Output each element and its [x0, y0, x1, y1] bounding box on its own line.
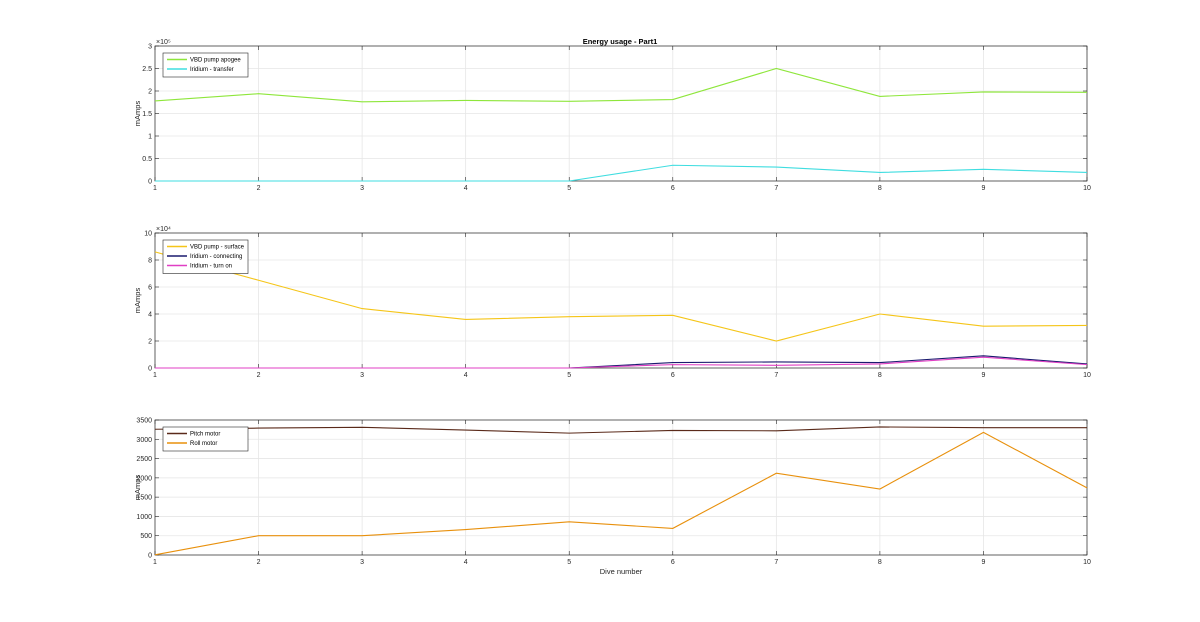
x-tick-label: 4	[464, 372, 468, 379]
y-exponent-label: ×10⁴	[156, 226, 171, 233]
x-tick-label: 7	[774, 559, 778, 566]
y-tick-label: 4	[148, 312, 152, 319]
y-tick-label: 3000	[136, 437, 152, 444]
x-tick-label: 4	[464, 185, 468, 192]
plot-area	[155, 420, 1087, 555]
x-tick-label: 8	[878, 559, 882, 566]
plot-area	[155, 233, 1087, 368]
x-tick-label: 5	[567, 559, 571, 566]
x-tick-label: 5	[567, 372, 571, 379]
x-tick-label: 7	[774, 185, 778, 192]
subplot-3: 1 2 3 4 5 6 7 8 9 10 0 500 1000 1500 2000 2500 3000 3500 m…	[133, 418, 1091, 577]
series-line-pitch-motor	[154, 426, 1087, 434]
y-axis-label: mAmps	[133, 475, 142, 501]
x-tick-label: 10	[1083, 372, 1091, 379]
x-tick-label: 3	[360, 185, 364, 192]
y-tick-label: 2	[148, 339, 152, 346]
legend-box	[162, 52, 249, 78]
legend-entry: Iridium - turn on	[190, 264, 232, 270]
y-tick-label: 10	[144, 231, 152, 238]
x-tick-label: 9	[981, 372, 985, 379]
figure-title: Energy usage - Part1	[583, 37, 658, 46]
y-tick-label: 1000	[136, 514, 152, 521]
y-tick-label: 0	[148, 366, 152, 373]
legend: VBD pump apogee Iridium - transfer	[162, 52, 249, 78]
x-tick-label: 6	[671, 372, 675, 379]
legend-entry: VBD pump - surface	[190, 245, 245, 251]
y-tick-label: 1.5	[142, 111, 152, 118]
subplot-1: 1 2 3 4 5 6 7 8 9 10 0 0.5 1 1.5 2 2.5 3 ×10⁵ mAmps VBD pum…	[133, 39, 1091, 192]
legend: Pitch motor Roll motor	[162, 426, 249, 452]
series-line-vbd-pump-surface	[154, 251, 1088, 342]
x-tick-label: 6	[671, 559, 675, 566]
legend-entry: Roll motor	[190, 441, 217, 447]
series-line-vbd-pump-apogee	[154, 67, 1088, 103]
x-tick-label: 10	[1083, 185, 1091, 192]
x-tick-label: 9	[981, 185, 985, 192]
y-tick-label: 3500	[136, 418, 152, 425]
x-tick-label: 2	[257, 372, 261, 379]
y-tick-label: 2000	[136, 475, 152, 482]
y-tick-label: 0.5	[142, 156, 152, 163]
legend-entry: Iridium - transfer	[190, 67, 234, 73]
x-tick-label: 3	[360, 372, 364, 379]
y-tick-label: 500	[140, 533, 152, 540]
x-tick-label: 5	[567, 185, 571, 192]
y-tick-label: 1500	[136, 495, 152, 502]
y-tick-label: 1	[148, 134, 152, 141]
x-tick-label: 1	[153, 372, 157, 379]
x-tick-label: 7	[774, 372, 778, 379]
series-line-roll-motor	[154, 431, 1088, 556]
legend-entry: Iridium - connecting	[190, 254, 242, 260]
legend-entry: Pitch motor	[190, 432, 220, 438]
x-axis-label: Dive number	[600, 567, 643, 576]
x-tick-label: 6	[671, 185, 675, 192]
x-tick-label: 4	[464, 559, 468, 566]
x-tick-label: 9	[981, 559, 985, 566]
series-line-iridium-turn-on	[155, 356, 1088, 369]
x-tick-label: 2	[257, 185, 261, 192]
axes-frame	[154, 232, 1088, 369]
subplot-2: 1 2 3 4 5 6 7 8 9 10 0 2 4 6 8 10 ×10⁴ mAmps VBD pump - su…	[133, 226, 1091, 379]
x-tick-label: 8	[878, 185, 882, 192]
y-tick-label: 8	[148, 258, 152, 265]
y-tick-label: 2	[148, 89, 152, 96]
x-tick-label: 1	[153, 185, 157, 192]
y-tick-label: 6	[148, 285, 152, 292]
x-tick-label: 8	[878, 372, 882, 379]
y-tick-label: 2500	[136, 456, 152, 463]
legend-entry: VBD pump apogee	[190, 58, 241, 64]
y-axis-label: mAmps	[133, 101, 142, 127]
y-tick-label: 0	[148, 179, 152, 186]
x-tick-label: 2	[257, 559, 261, 566]
y-tick-label: 0	[148, 553, 152, 560]
y-axis-label: mAmps	[133, 288, 142, 314]
legend: VBD pump - surface Iridium - connecting Ir…	[162, 239, 249, 274]
x-tick-label: 1	[153, 559, 157, 566]
legend-box	[162, 426, 249, 452]
x-tick-label: 3	[360, 559, 364, 566]
x-tick-label: 10	[1083, 559, 1091, 566]
legend-box	[162, 239, 249, 274]
y-exponent-label: ×10⁵	[156, 39, 171, 46]
y-tick-label: 3	[148, 44, 152, 51]
series-line-iridium-transfer	[155, 164, 1088, 182]
y-tick-label: 2.5	[142, 66, 152, 73]
